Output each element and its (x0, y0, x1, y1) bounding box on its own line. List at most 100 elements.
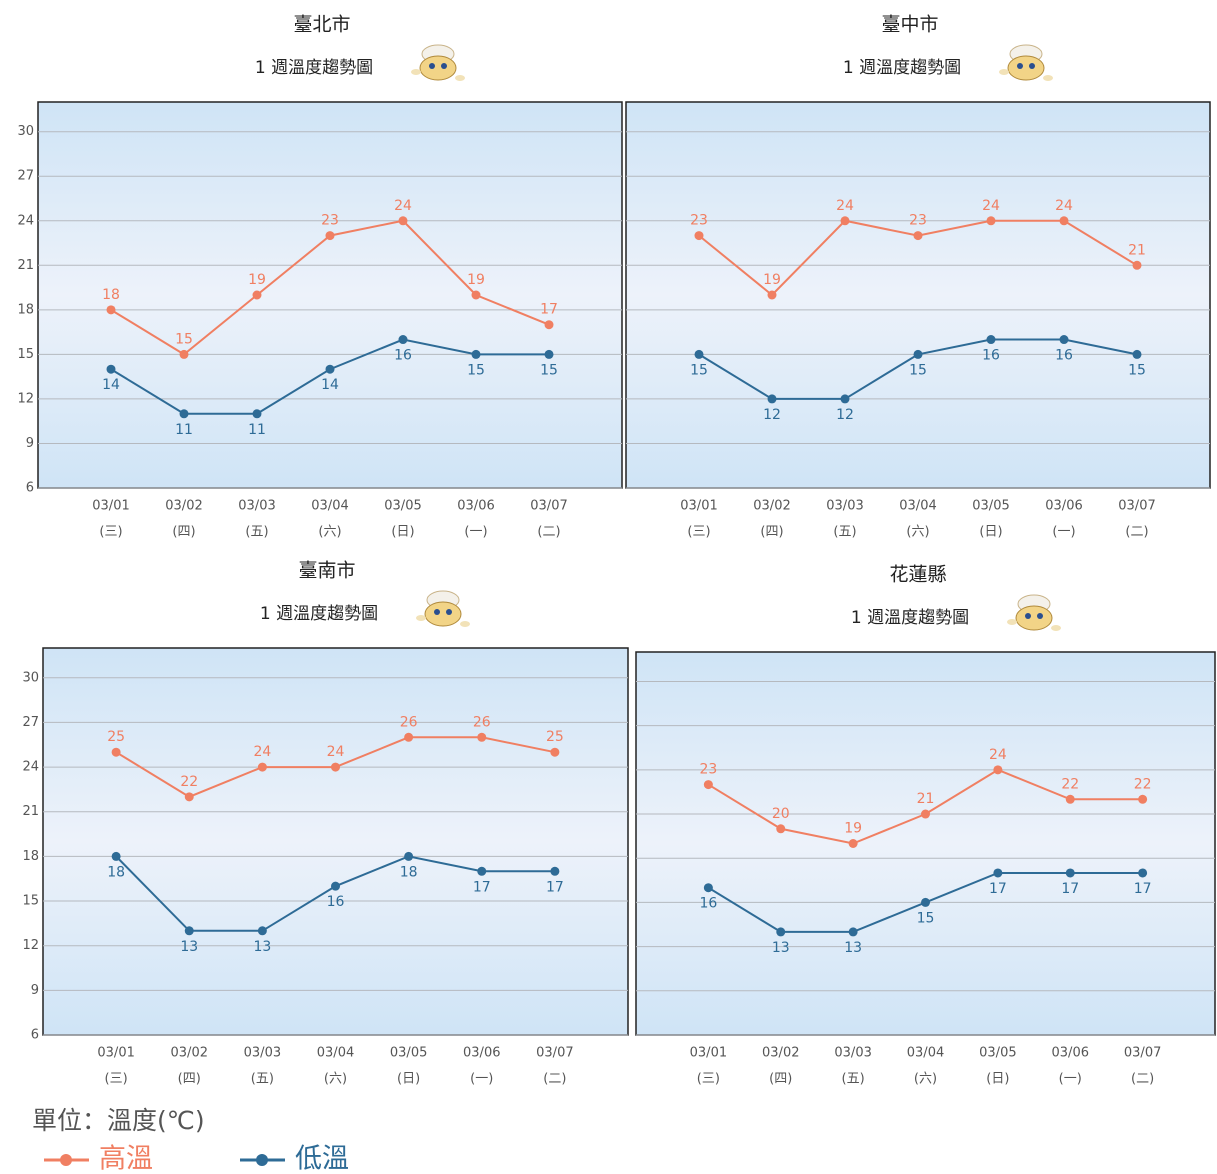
data-label: 18 (102, 287, 120, 303)
x-tick-sublabel: (日) (397, 1072, 420, 1087)
data-point (986, 335, 996, 345)
x-tick-sublabel: (六) (324, 1072, 347, 1087)
x-tick-label: 03/02 (753, 499, 790, 514)
x-tick-label: 03/03 (244, 1046, 281, 1061)
data-point (252, 409, 262, 419)
data-label: 24 (327, 744, 345, 760)
mascot-eye (1017, 63, 1023, 69)
y-tick-label: 27 (17, 169, 34, 184)
data-label: 14 (102, 377, 120, 393)
y-tick-label: 9 (31, 983, 39, 998)
x-tick-label: 03/01 (680, 499, 717, 514)
data-label: 17 (473, 879, 491, 895)
data-label: 23 (690, 213, 708, 229)
x-tick-label: 03/06 (457, 499, 494, 514)
data-point (986, 216, 996, 226)
x-tick-sublabel: (三) (99, 525, 122, 540)
x-tick-sublabel: (日) (391, 525, 414, 540)
x-tick-sublabel: (二) (537, 525, 560, 540)
data-label: 15 (540, 362, 558, 378)
data-point (331, 881, 340, 891)
data-label: 22 (180, 774, 198, 790)
x-tick-sublabel: (一) (1052, 525, 1075, 540)
data-point (913, 231, 923, 241)
data-label: 19 (763, 272, 781, 288)
data-point (106, 364, 116, 374)
data-point (550, 866, 560, 876)
x-tick-sublabel: (四) (178, 1072, 201, 1087)
mascot-icon (411, 44, 465, 81)
plot-area (625, 101, 1211, 489)
mascot-face (419, 55, 457, 81)
y-tick-label: 12 (22, 938, 39, 953)
data-label: 15 (909, 362, 927, 378)
mascot-eye (429, 63, 435, 69)
data-label: 25 (546, 729, 564, 745)
data-point (1132, 260, 1142, 270)
x-tick-sublabel: (四) (760, 525, 783, 540)
data-label: 15 (467, 362, 485, 378)
mascot-cloud (411, 69, 421, 75)
data-point (993, 765, 1003, 775)
x-tick-sublabel: (二) (1125, 525, 1148, 540)
x-tick-sublabel: (四) (172, 525, 195, 540)
data-point (913, 349, 923, 359)
mascot-cloud (1051, 625, 1061, 631)
x-tick-label: 03/06 (1052, 1046, 1089, 1061)
data-label: 16 (982, 348, 1000, 364)
chart-subtitle: 1 週溫度趨勢圖 (851, 608, 969, 628)
x-tick-label: 03/03 (826, 499, 863, 514)
y-tick-label: 15 (17, 347, 34, 362)
data-point (257, 762, 267, 772)
x-tick-label: 03/05 (972, 499, 1009, 514)
data-label: 23 (699, 762, 717, 778)
data-label: 17 (540, 302, 558, 318)
chart-subtitle: 1 週溫度趨勢圖 (255, 58, 373, 78)
mascot-icon (999, 44, 1053, 81)
x-tick-label: 03/04 (899, 499, 936, 514)
data-point (703, 780, 713, 790)
data-point (398, 216, 408, 226)
data-point (179, 409, 189, 419)
data-label: 16 (699, 896, 717, 912)
data-point (921, 809, 930, 819)
mascot-cloud (1007, 619, 1017, 625)
x-tick-label: 03/07 (1124, 1046, 1161, 1061)
mascot-eye (1025, 613, 1031, 619)
x-tick-sublabel: (六) (318, 525, 341, 540)
x-tick-label: 03/06 (1045, 499, 1082, 514)
data-label: 16 (327, 894, 345, 910)
chart-title: 臺北市 (293, 14, 350, 36)
data-point (544, 320, 554, 330)
data-label: 19 (248, 272, 266, 288)
data-label: 21 (917, 791, 935, 807)
mascot-eye (1029, 63, 1035, 69)
mascot-face (1015, 605, 1053, 631)
x-tick-sublabel: (五) (245, 525, 268, 540)
data-label: 26 (473, 714, 491, 730)
data-label: 16 (1055, 348, 1073, 364)
data-point (111, 747, 121, 757)
data-label: 14 (321, 377, 339, 393)
data-label: 22 (1134, 776, 1152, 792)
data-point (776, 824, 786, 834)
x-tick-label: 03/02 (762, 1046, 799, 1061)
plot-area (37, 101, 623, 489)
data-label: 17 (989, 881, 1007, 897)
chart-title: 花蓮縣 (889, 564, 946, 586)
data-point (550, 747, 560, 757)
mascot-eye (441, 63, 447, 69)
data-point (331, 762, 340, 772)
data-point (840, 216, 850, 226)
x-tick-label: 03/01 (690, 1046, 727, 1061)
y-tick-label: 18 (17, 302, 34, 317)
y-tick-label: 21 (22, 804, 39, 819)
data-point (184, 926, 194, 936)
data-label: 17 (1061, 881, 1079, 897)
data-point (848, 839, 858, 848)
mascot-cloud (999, 69, 1009, 75)
chart-subtitle: 1 週溫度趨勢圖 (843, 58, 961, 78)
mascot-cloud (1043, 75, 1053, 81)
data-point (252, 290, 262, 300)
mascot-eye (1037, 613, 1043, 619)
